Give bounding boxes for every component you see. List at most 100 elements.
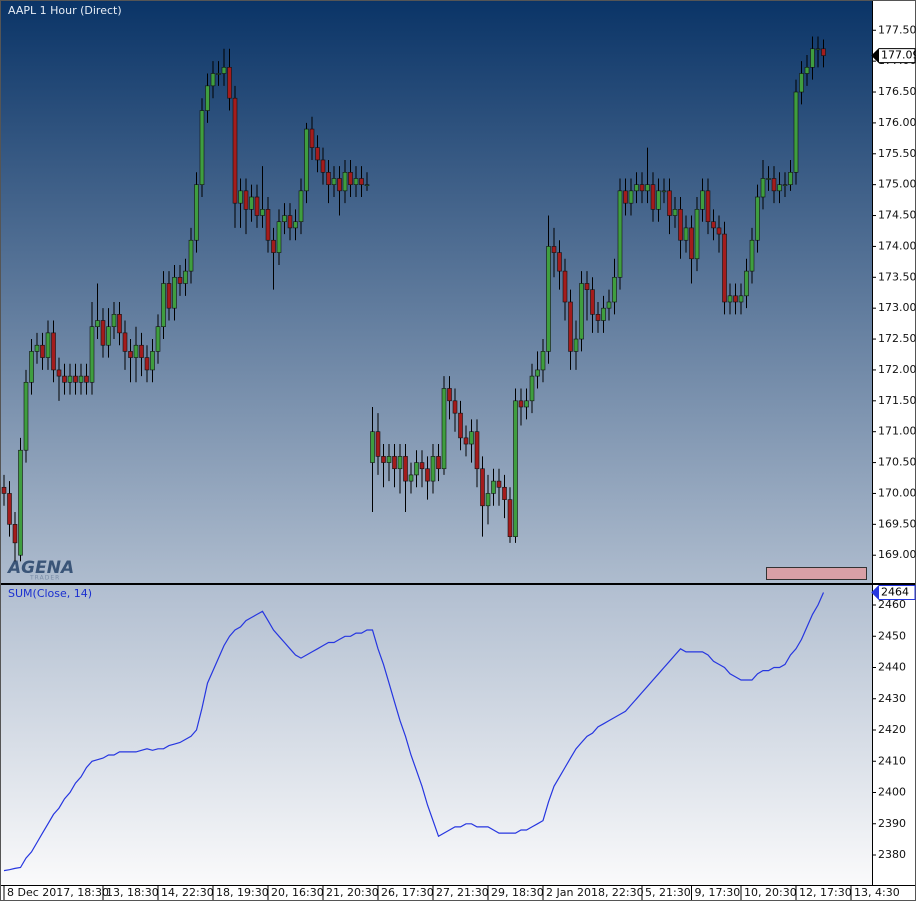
candle-body xyxy=(573,338,579,352)
candle-body xyxy=(656,190,661,210)
candle-body xyxy=(447,388,452,402)
x-tick-label: 9, 17:30 xyxy=(695,886,741,899)
candle-body xyxy=(128,351,133,358)
candle-body xyxy=(348,172,353,185)
x-tick-label: 14, 22:30 xyxy=(161,886,214,899)
candle-body xyxy=(265,209,271,241)
candle-body xyxy=(727,295,733,303)
candle-body xyxy=(364,184,370,186)
indicator-title: SUM(Close, 14) xyxy=(8,587,92,600)
candle-body xyxy=(557,252,562,272)
candle-body xyxy=(788,172,793,185)
candle-body xyxy=(738,295,744,303)
y-tick-label: 173.00 xyxy=(878,301,916,314)
candle-body xyxy=(425,468,430,482)
candle-body xyxy=(89,326,95,383)
candle-body xyxy=(397,456,403,470)
y-tick-label: 2410 xyxy=(878,754,906,767)
candle-body xyxy=(463,437,469,445)
candle-body xyxy=(639,184,645,192)
candle-body xyxy=(133,344,139,358)
candle-body xyxy=(650,184,656,210)
candle-body xyxy=(524,400,529,408)
candle-body xyxy=(106,326,111,346)
last-value-label: 2464 xyxy=(881,586,909,599)
candle-body xyxy=(232,97,238,204)
candle-body xyxy=(623,190,628,204)
candle-body xyxy=(634,184,639,192)
candle-body xyxy=(23,381,29,451)
indicator-panel xyxy=(0,585,872,885)
y-tick-label: 172.50 xyxy=(878,332,916,345)
x-tick-label: 29, 18:30 xyxy=(491,886,544,899)
y-tick-label: 2430 xyxy=(878,692,906,705)
candle-body xyxy=(386,456,392,463)
y-tick-label: 172.00 xyxy=(878,363,916,376)
y-tick-label: 176.00 xyxy=(878,116,916,129)
candle-body xyxy=(590,289,595,315)
candle-body xyxy=(122,332,128,352)
y-tick-label: 2390 xyxy=(878,817,906,830)
x-tick-label: 21, 20:30 xyxy=(326,886,379,899)
candle-body xyxy=(782,184,788,186)
y-tick-label: 169.50 xyxy=(878,517,916,530)
y-tick-label: 2460 xyxy=(878,598,906,611)
candle-body xyxy=(84,375,89,383)
candle-body xyxy=(711,221,716,229)
candle-body xyxy=(529,375,535,402)
candle-body xyxy=(793,91,799,173)
candle-body xyxy=(568,301,573,352)
candle-body xyxy=(694,209,700,260)
candle-body xyxy=(243,190,249,210)
candle-body xyxy=(766,178,771,180)
y-tick-label: 171.00 xyxy=(878,425,916,438)
candle-body xyxy=(430,456,436,482)
candle-body xyxy=(403,456,408,482)
candle-body xyxy=(546,246,551,352)
candle-body xyxy=(353,178,359,185)
candle-body xyxy=(601,307,606,321)
candle-body xyxy=(513,400,518,537)
logo-sub: TRADER xyxy=(29,575,60,582)
candle-body xyxy=(1,486,7,494)
candle-body xyxy=(51,332,56,371)
candle-body xyxy=(749,239,755,272)
candle-body xyxy=(821,48,826,56)
y-tick-label: 2440 xyxy=(878,661,906,674)
candle-body xyxy=(617,190,623,278)
candle-body xyxy=(309,128,315,148)
candle-body xyxy=(62,375,67,383)
candle-body xyxy=(287,215,293,229)
candle-body xyxy=(535,369,540,377)
y-tick-label: 177.50 xyxy=(878,23,916,36)
candle-body xyxy=(260,209,265,216)
candle-body xyxy=(29,351,34,383)
scroll-box[interactable] xyxy=(766,567,867,580)
candle-body xyxy=(474,431,480,470)
last-value-arrow xyxy=(872,585,879,600)
candle-body xyxy=(381,456,386,463)
candle-body xyxy=(221,67,227,74)
candle-body xyxy=(392,456,397,470)
candle-body xyxy=(183,270,188,284)
sum-line xyxy=(3,592,825,872)
candle-body xyxy=(194,184,199,241)
y-tick-label: 2380 xyxy=(878,848,906,861)
candle-body xyxy=(150,351,155,371)
candle-body xyxy=(777,184,782,192)
candle-body xyxy=(755,196,760,241)
candle-body xyxy=(683,227,689,241)
candle-body xyxy=(359,178,364,185)
y-tick-label: 170.00 xyxy=(878,486,916,499)
x-tick-label: 26, 17:30 xyxy=(381,886,434,899)
candle-body xyxy=(227,67,232,99)
x-tick-label: 13, 18:30 xyxy=(106,886,159,899)
candle-body xyxy=(238,190,243,204)
candle-body xyxy=(199,110,205,185)
y-tick-label: 2450 xyxy=(878,629,906,642)
candle-body xyxy=(518,400,524,408)
candle-body xyxy=(480,468,485,507)
y-tick-label: 169.00 xyxy=(878,548,916,561)
